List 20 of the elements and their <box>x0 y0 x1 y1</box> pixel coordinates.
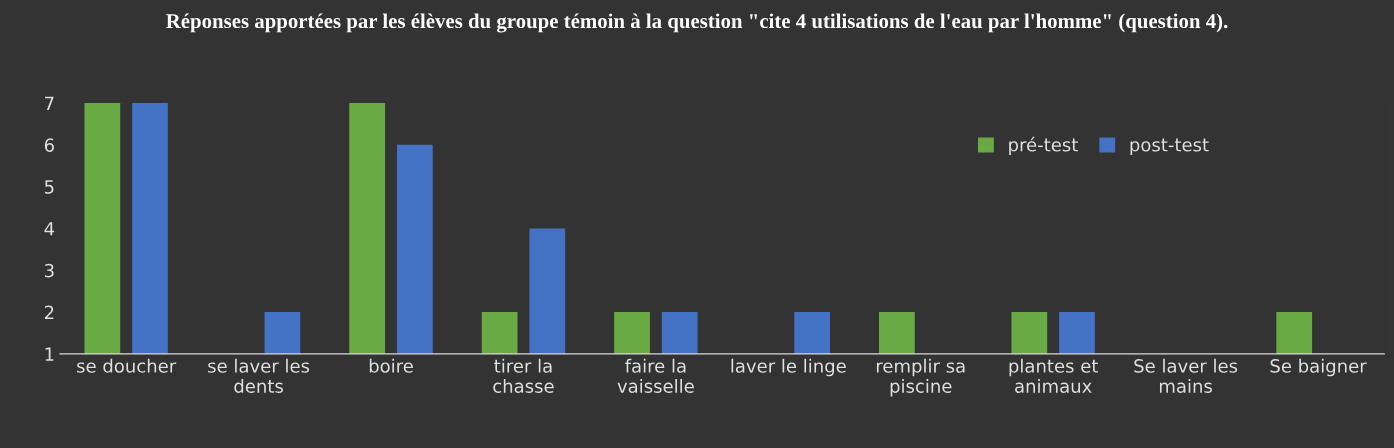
x-tick-label: boire <box>369 358 413 373</box>
x-tick-label: se doucher <box>77 358 177 373</box>
x-tick-label: Se baigner <box>1270 358 1367 377</box>
x-tick-label: faire la vaisselle <box>617 358 694 393</box>
legend-label: pré-test <box>1009 136 1078 156</box>
y-tick-label: 3 <box>44 263 54 278</box>
chart-title: Réponses apportées par les élèves du groupe témoin à la question "cite 4 utilisations de l'eau par l'homme" (question 4). <box>166 13 1228 33</box>
y-tick-label: 2 <box>44 305 54 319</box>
y-tick-label: 1 <box>45 347 54 361</box>
y-tick-label: 7 <box>45 96 54 110</box>
x-tick-label: remplir sa piscine <box>876 358 965 397</box>
y-tick-label: 4 <box>44 222 55 236</box>
y-tick-label: 6 <box>44 138 54 152</box>
legend-label: post-test <box>1130 138 1209 156</box>
y-tick-label: 5 <box>44 180 54 194</box>
x-tick-label: tirer la chasse <box>493 358 554 393</box>
x-tick-label: laver le linge <box>731 358 846 377</box>
x-tick-label: plantes et animaux <box>1009 358 1098 393</box>
x-tick-label: se laver les dents <box>208 358 310 393</box>
x-tick-label: Se laver les mains <box>1134 358 1238 393</box>
